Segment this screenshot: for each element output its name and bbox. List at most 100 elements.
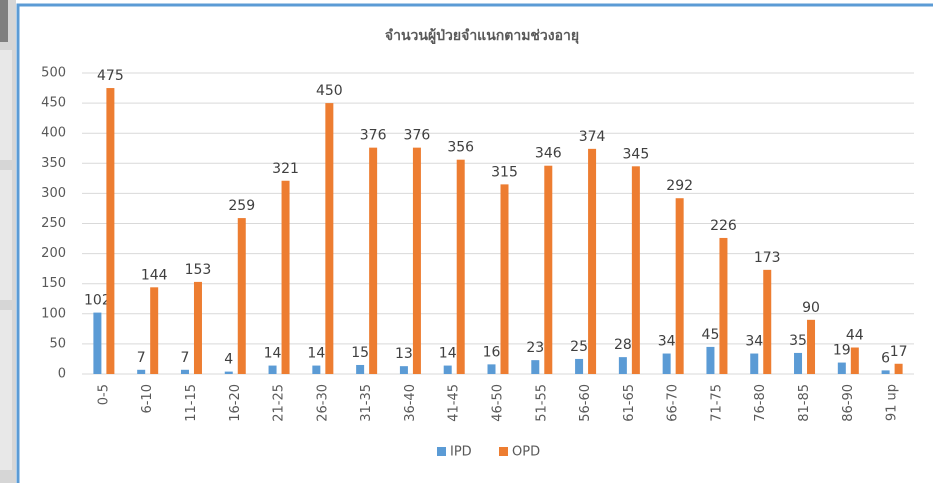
data-label: 144 (141, 267, 168, 283)
y-tick-label: 200 (41, 246, 66, 261)
data-label: 7 (181, 350, 190, 366)
bar (588, 148, 597, 374)
bar (224, 371, 233, 374)
x-tick-label: 16-20 (228, 384, 243, 422)
x-tick-label: 61-65 (622, 384, 637, 422)
data-label: 23 (526, 340, 544, 356)
legend-label: IPD (450, 445, 472, 460)
data-label: 19 (833, 343, 851, 359)
x-tick-label: 6-10 (140, 384, 155, 414)
x-tick-label: 91 up (885, 384, 900, 421)
side-block (0, 170, 12, 300)
data-label: 90 (802, 300, 820, 316)
data-label: 25 (570, 339, 588, 355)
x-tick-label: 81-85 (797, 384, 812, 422)
bar (356, 364, 365, 374)
bar (412, 147, 421, 374)
side-block (0, 50, 12, 160)
x-tick-label: 51-55 (534, 384, 549, 422)
bar (881, 370, 890, 374)
bar (193, 281, 202, 374)
data-label: 356 (447, 140, 474, 156)
y-tick-label: 50 (49, 336, 66, 351)
x-tick-label: 21-25 (272, 384, 287, 422)
bar (894, 363, 903, 374)
side-block (0, 0, 8, 42)
bar (137, 369, 146, 374)
data-label: 376 (404, 128, 431, 144)
bar (794, 352, 803, 374)
bar (93, 312, 102, 374)
data-label: 35 (789, 333, 807, 349)
x-tick-label: 56-60 (578, 384, 593, 422)
x-tick-label: 11-15 (184, 384, 199, 422)
y-tick-label: 350 (41, 156, 66, 171)
data-label: 153 (185, 262, 212, 278)
x-tick-label: 26-30 (315, 384, 330, 422)
data-label: 17 (890, 344, 908, 360)
x-tick-label: 0-5 (96, 384, 111, 405)
bar (106, 88, 115, 375)
bar (618, 357, 627, 374)
legend-swatch (499, 447, 508, 456)
bar (531, 360, 540, 374)
bar (675, 198, 684, 374)
data-label: 45 (702, 327, 720, 343)
x-tick-label: 36-40 (403, 384, 418, 422)
data-label: 345 (623, 146, 650, 162)
bar (706, 346, 715, 374)
bar (763, 269, 772, 374)
data-label: 450 (316, 83, 343, 99)
data-label: 14 (307, 346, 325, 362)
chart-frame (16, 3, 933, 483)
data-label: 14 (264, 346, 282, 362)
y-tick-label: 250 (41, 216, 66, 231)
data-label: 4 (224, 352, 233, 368)
bar (237, 218, 246, 374)
data-label: 14 (439, 346, 457, 362)
bar (456, 159, 465, 374)
x-tick-label: 76-80 (753, 384, 768, 422)
data-label: 315 (491, 164, 518, 180)
data-label: 28 (614, 337, 632, 353)
data-label: 475 (97, 68, 124, 84)
data-label: 16 (483, 344, 501, 360)
data-label: 102 (84, 293, 111, 309)
bar (281, 180, 290, 374)
data-label: 15 (351, 345, 369, 361)
y-tick-label: 400 (41, 126, 66, 141)
bar (750, 353, 759, 374)
x-tick-label: 41-45 (447, 384, 462, 422)
data-label: 173 (754, 250, 781, 266)
x-tick-label: 46-50 (491, 384, 506, 422)
bar (807, 319, 816, 374)
data-label: 6 (881, 350, 890, 366)
data-label: 376 (360, 128, 387, 144)
y-tick-label: 150 (41, 276, 66, 291)
chart-title: จำนวนผู้ป่วยจำแนกตามช่วงอายุ (385, 28, 579, 44)
bar (662, 353, 671, 374)
data-label: 259 (228, 198, 255, 214)
bar (369, 147, 378, 374)
legend-swatch (437, 447, 446, 456)
bar (544, 165, 553, 374)
data-label: 292 (666, 178, 693, 194)
bar (399, 366, 408, 374)
bar (268, 365, 277, 374)
y-tick-label: 0 (58, 367, 66, 382)
bar (443, 365, 452, 374)
data-label: 321 (272, 161, 299, 177)
data-label: 13 (395, 346, 413, 362)
y-tick-label: 300 (41, 186, 66, 201)
x-tick-label: 31-35 (359, 384, 374, 422)
x-tick-label: 71-75 (709, 384, 724, 422)
bar (180, 369, 189, 374)
side-block (0, 310, 12, 470)
y-tick-label: 100 (41, 306, 66, 321)
bar (487, 364, 496, 374)
bar (575, 358, 584, 374)
data-label: 44 (846, 328, 864, 344)
data-label: 226 (710, 218, 737, 234)
